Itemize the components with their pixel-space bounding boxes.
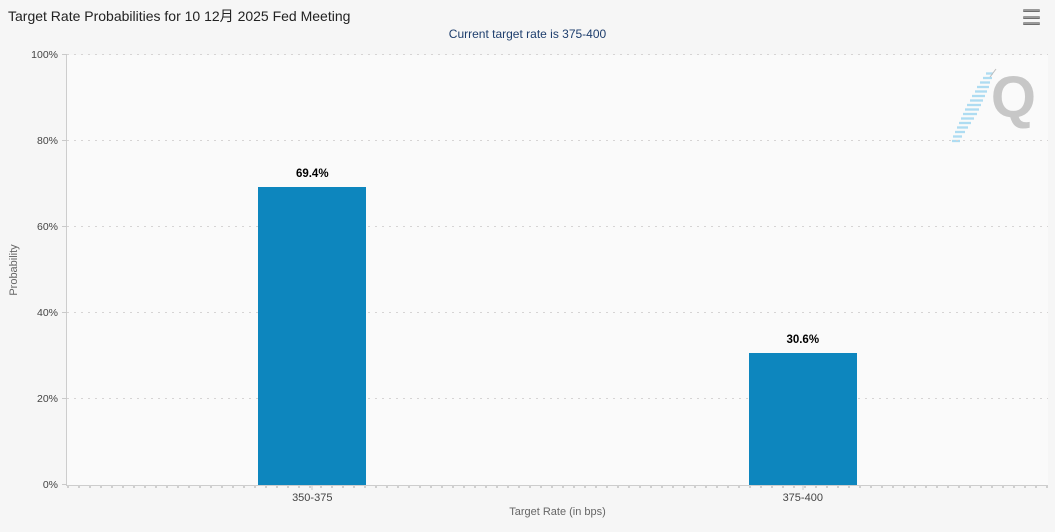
hamburger-line [1023, 15, 1040, 19]
x-axis-title: Target Rate (in bps) [509, 506, 606, 518]
gridline-100% [67, 54, 1048, 55]
y-axis-label: 40% [36, 307, 58, 319]
x-axis-tick [311, 485, 313, 490]
hamburger-menu-icon[interactable] [1022, 8, 1042, 26]
watermark-stripes-icon [952, 68, 997, 143]
y-axis-label: 20% [36, 393, 58, 405]
watermark-q-letter: Q [990, 65, 1036, 130]
bar-value-label: 69.4% [295, 167, 329, 180]
y-axis-tick [62, 398, 67, 399]
y-axis-tick [62, 312, 67, 313]
y-axis-label: 80% [36, 135, 58, 147]
y-axis-title: Probability [8, 244, 20, 296]
chart-title: Target Rate Probabilities for 10 12月 202… [8, 8, 351, 24]
gridline-40% [67, 312, 1048, 313]
x-axis-label: 375-400 [782, 492, 823, 504]
hamburger-line [1023, 9, 1040, 12]
x-axis-tick [802, 485, 804, 490]
gridline-60% [67, 226, 1048, 227]
bar-375-400[interactable] [748, 353, 857, 485]
gridline-20% [67, 398, 1048, 399]
y-axis-tick [62, 140, 67, 141]
quikstrike-watermark: Q [946, 67, 1038, 147]
hamburger-line [1023, 22, 1040, 25]
chart-subtitle: Current target rate is 375-400 [448, 27, 607, 41]
plot-area: Target Rate (in bps) [31, 49, 1048, 518]
y-axis-label: 100% [31, 49, 58, 61]
y-axis-label: 60% [36, 221, 58, 233]
gridline-80% [67, 140, 1048, 141]
y-axis-tick [62, 54, 67, 55]
bar-value-label: 30.6% [786, 334, 820, 347]
y-axis-label: 0% [42, 479, 58, 491]
x-axis-minor-ticks [67, 485, 1048, 488]
bar-350-375[interactable] [258, 186, 367, 485]
y-axis-tick [62, 226, 67, 227]
x-axis-label: 350-375 [292, 492, 333, 504]
y-axis-tick [62, 484, 67, 485]
